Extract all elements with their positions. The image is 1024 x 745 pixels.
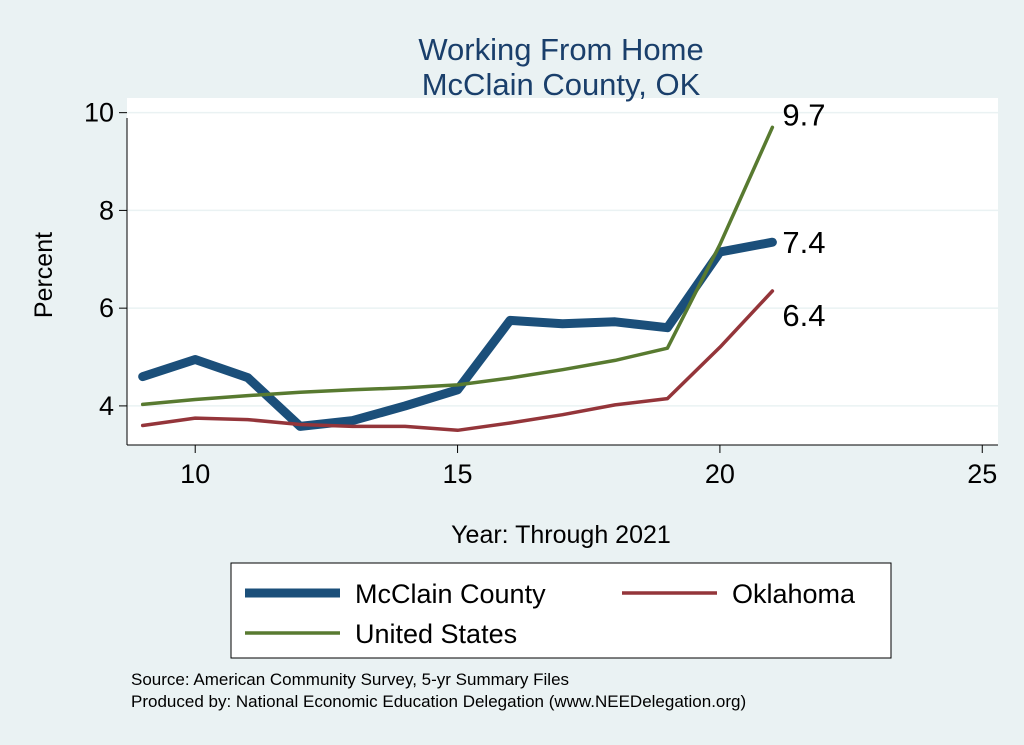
x-axis-title: Year: Through 2021 [451,521,671,549]
produced-by-note: Produced by: National Economic Education… [131,692,746,711]
end-label-mcclain-county: 7.4 [782,225,825,260]
y-axis-title: Percent [30,232,58,318]
x-tick-label-20: 20 [705,459,735,489]
x-tick-label-15: 15 [443,459,473,489]
end-label-united-states: 9.7 [782,97,825,132]
legend: McClain County Oklahoma United States [230,562,892,659]
chart-title-line-2: McClain County, OK [422,67,701,102]
y-tick-label-4: 4 [99,391,114,421]
y-tick-label-6: 6 [99,293,114,323]
plot-area [127,98,998,445]
end-label-oklahoma: 6.4 [782,298,825,333]
x-tick-label-10: 10 [180,459,210,489]
y-tick-label-8: 8 [99,195,114,225]
series-line-oklahoma [140,289,775,433]
source-note: Source: American Community Survey, 5-yr … [131,670,569,689]
chart-title-line-1: Working From Home [418,32,703,67]
series-line-united-states [140,125,775,407]
axes-layer: 4 6 8 10 10 15 20 25 [84,98,998,489]
legend-label-mcclain-county: McClain County [355,579,546,609]
series-line-mcclain-county [138,237,777,431]
legend-label-united-states: United States [355,619,517,649]
series-layer: 7.4 6.4 9.7 [138,97,825,433]
y-tick-label-10: 10 [84,98,114,128]
legend-box [230,562,892,659]
x-tick-label-25: 25 [967,459,997,489]
legend-label-oklahoma: Oklahoma [732,579,856,609]
